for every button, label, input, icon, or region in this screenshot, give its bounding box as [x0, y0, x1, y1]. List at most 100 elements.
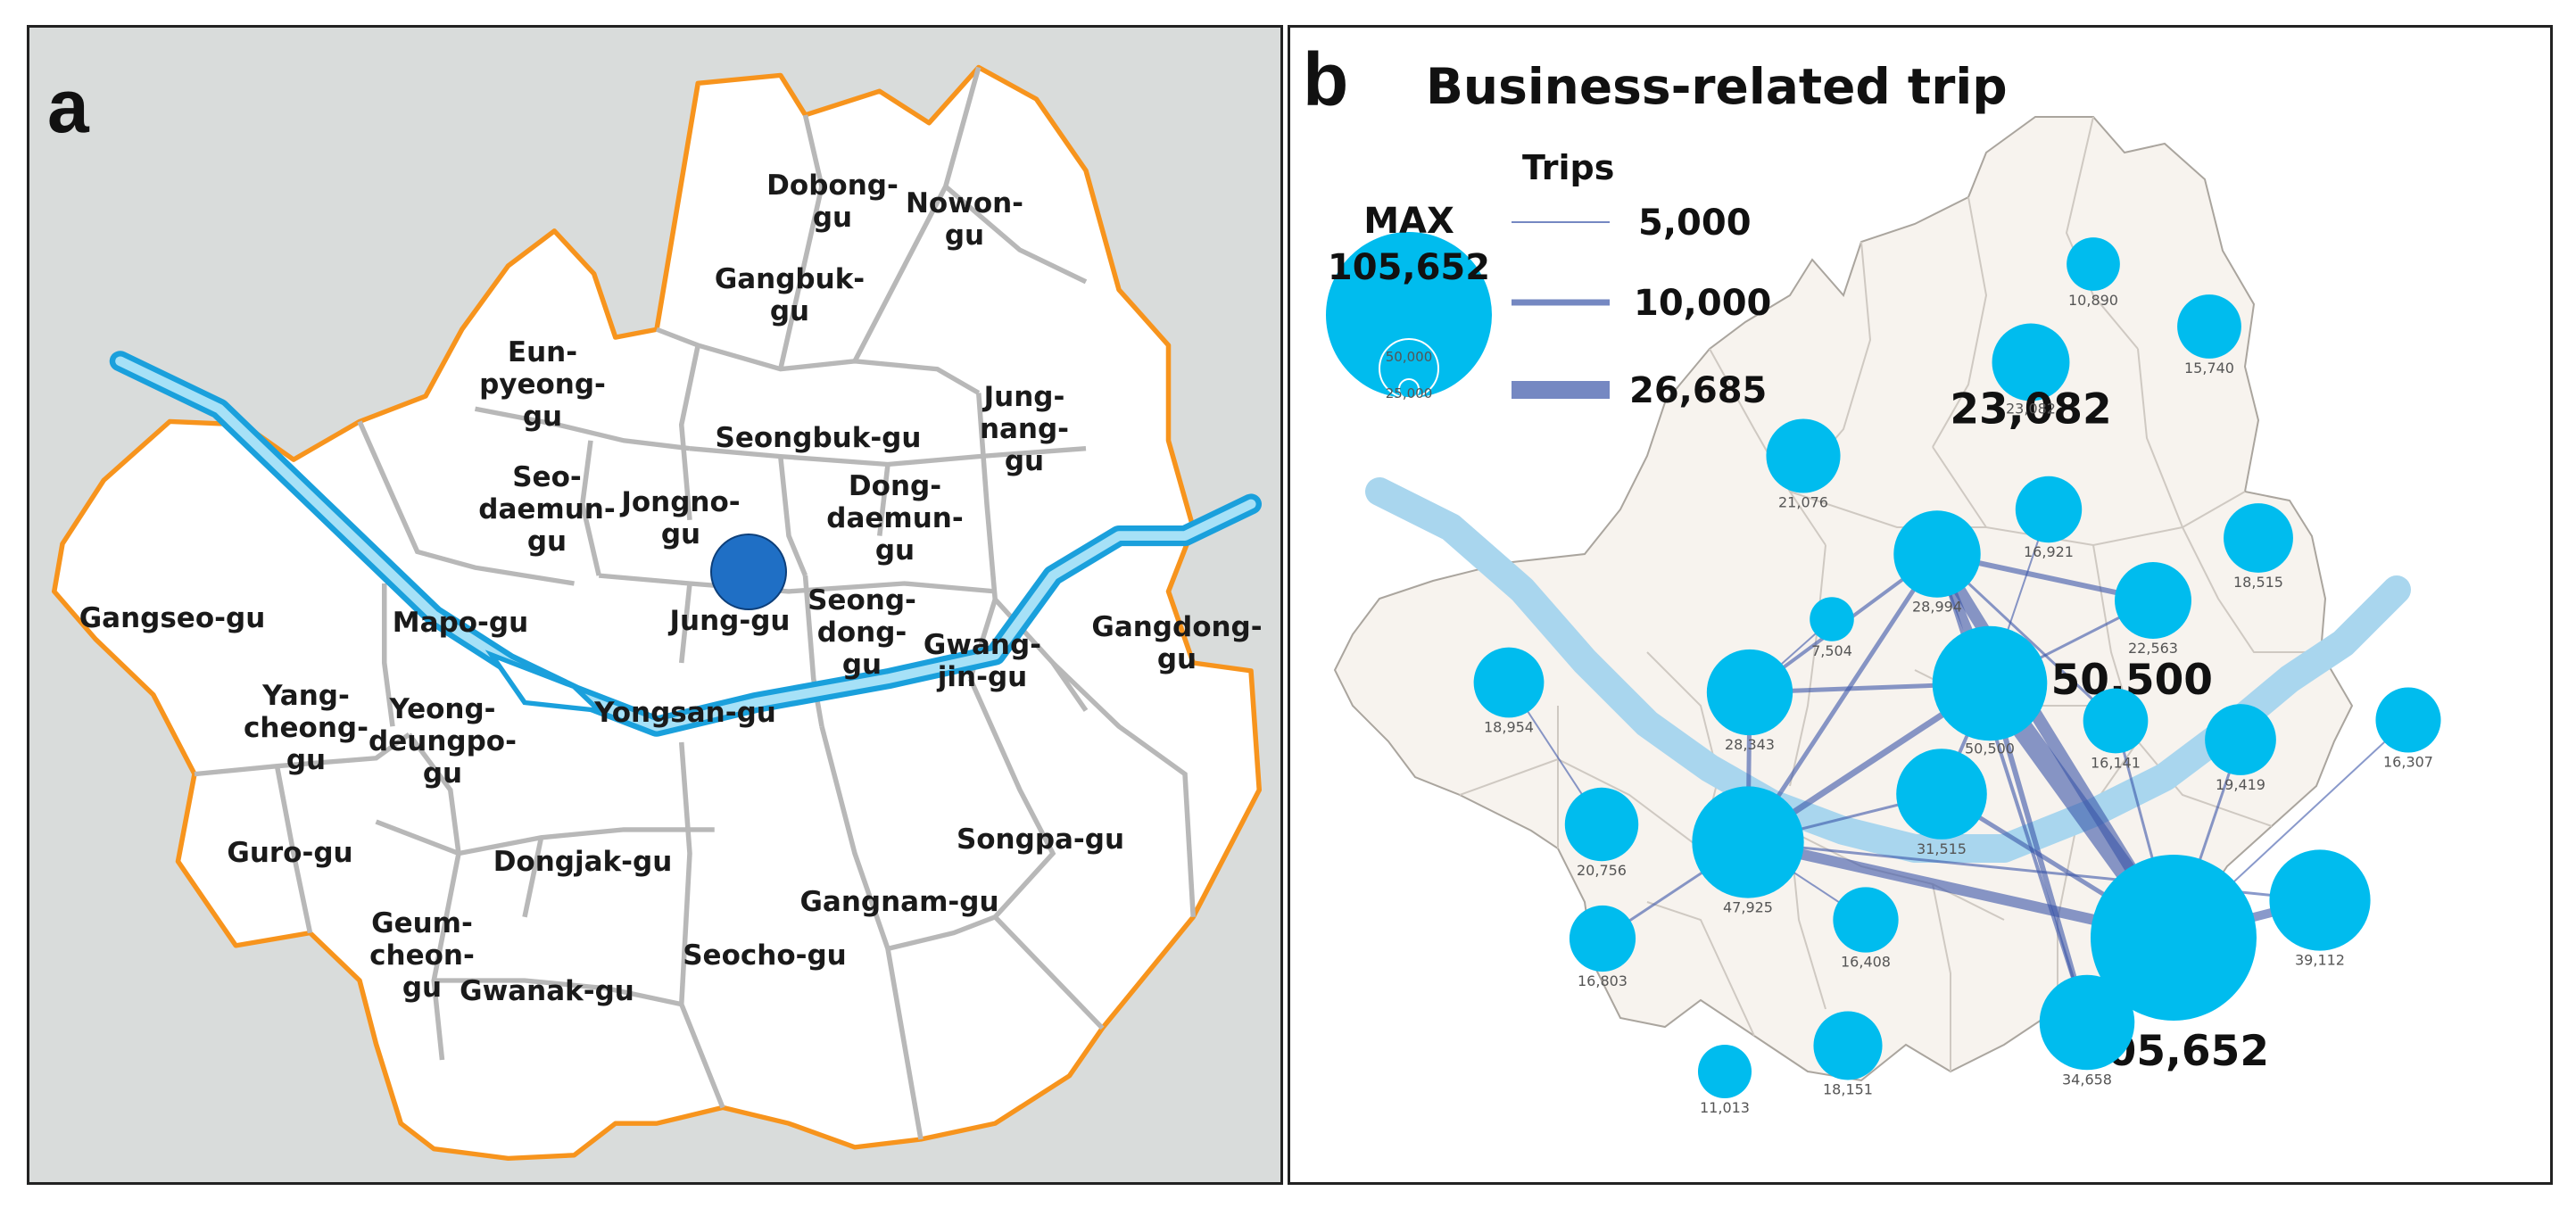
legend-circle-max: 105,652: [1328, 247, 1490, 288]
trip-node-label: 47,925: [1723, 899, 1773, 916]
district-label-eunpyeong-gu: Eun-pyeong-gu: [479, 336, 606, 433]
district-label-yangcheon-gu: Yang-cheong-gu: [244, 680, 369, 776]
trip-node-23082: [1992, 323, 2070, 401]
trip-node-16803: [1569, 905, 1636, 972]
trip-node-28343: [1706, 649, 1793, 736]
trip-node-21076: [1766, 418, 1841, 493]
b-han-river: [1365, 477, 2411, 863]
trip-node-16307: [2375, 687, 2441, 753]
trip-node-highlight-label: 23,082: [1950, 385, 2111, 434]
trip-node-label: 50,500: [1965, 740, 2015, 757]
district-label-gangseo-gu: Gangseo-gu: [79, 602, 266, 634]
trip-node-label: 28,994: [1912, 599, 1962, 616]
district-label-gwangjin-gu: Gwang-jin-gu: [924, 629, 1041, 693]
district-label-seodaemun-gu: Seo-daemun-gu: [478, 461, 615, 558]
trip-node-15740: [2177, 294, 2241, 359]
legend-value-10000: 10,000: [1634, 283, 1771, 324]
panel-a-district-map: Dobong-gu Nowon-gu Gangbuk-gu Eun-pyeong-gu…: [27, 25, 1283, 1185]
trip-nodes: 10,89015,74023,08223,08221,07616,92118,5…: [1473, 237, 2441, 1116]
trip-node-label: 15,740: [2184, 360, 2234, 376]
legend-value-26685: 26,685: [1629, 370, 1767, 411]
trip-node-16408: [1833, 887, 1899, 953]
district-label-seongbuk-gu: Seongbuk-gu: [716, 422, 922, 454]
legend-max-circle: [1326, 232, 1492, 398]
panel-b-trip-map: 10,890 15,740 23,082 23,082 21,076 16,921 18,5…: [1288, 25, 2553, 1185]
trip-node-28994: [1893, 510, 1981, 598]
trip-node-18954: [1473, 647, 1545, 718]
district-label-songpa-gu: Songpa-gu: [957, 823, 1124, 856]
trip-node-label: 20,756: [1577, 862, 1627, 879]
trip-node-16141: [2083, 688, 2149, 754]
district-label-yongsan-gu: Yongsan-gu: [593, 697, 776, 729]
panel-b-letter: b: [1303, 37, 1349, 121]
district-label-seocho-gu: Seocho-gu: [683, 939, 847, 972]
trip-node-7504: [1810, 597, 1854, 641]
district-label-geumcheon-gu: Geum-cheon-gu: [369, 907, 475, 1004]
trip-node-20756: [1564, 787, 1639, 862]
district-label-gangnam-gu: Gangnam-gu: [799, 886, 998, 918]
trip-flow-line: [1987, 683, 2090, 1023]
trip-node-label: 19,419: [2216, 776, 2265, 793]
trip-node-39112: [2269, 849, 2371, 951]
trip-node-47925: [1692, 786, 1804, 898]
seoul-city-boundary: [51, 64, 1263, 1162]
legend-circle-inner-2: 25,000: [1386, 385, 1433, 401]
trip-node-50500: [1932, 625, 2048, 741]
district-label-dobong-gu: Dobong-gu: [766, 170, 899, 234]
trip-node-label: 16,803: [1578, 972, 1628, 989]
trip-node-31515: [1896, 749, 1987, 840]
district-label-jongno-gu: Jongno-gu: [619, 486, 740, 550]
seoul-district-map: Dobong-gu Nowon-gu Gangbuk-gu Eun-pyeong-gu…: [51, 64, 1263, 1162]
trip-node-label: 21,076: [1778, 494, 1828, 511]
district-label-mapo-gu: Mapo-gu: [393, 607, 528, 639]
trip-node-label: 11,013: [1700, 1099, 1750, 1116]
trip-node-22563: [2115, 562, 2191, 639]
district-label-jungnang-gu: Jung-nang-gu: [980, 381, 1069, 477]
trip-node-label: 18,151: [1823, 1081, 1873, 1098]
trip-node-34658: [2039, 974, 2135, 1071]
trip-node-label: 7,504: [1811, 642, 1852, 659]
trip-flow-line: [1745, 552, 1940, 844]
trip-node-16921: [2015, 476, 2083, 543]
legend-circle-25000: [1398, 378, 1420, 400]
trip-node-label: 18,954: [1484, 718, 1534, 735]
legend-value-5000: 5,000: [1638, 203, 1752, 244]
trip-node-105652: [2091, 855, 2257, 1021]
legend-circle-title: MAX: [1363, 201, 1454, 242]
trip-node-label: 31,515: [1917, 840, 1967, 857]
panel-a-letter: a: [47, 64, 89, 148]
legend: MAX 105,652 50,000 25,000 Trips 5,000 10…: [1326, 148, 1771, 411]
trip-node-18151: [1813, 1011, 1883, 1080]
district-label-dongjak-gu: Dongjak-gu: [493, 846, 673, 878]
trip-node-label: 23,082: [2006, 400, 2056, 417]
trip-node-label: 10,890: [2068, 292, 2118, 309]
trip-node-19419: [2205, 704, 2276, 775]
district-label-gangbuk-gu: Gangbuk-gu: [715, 263, 865, 327]
trip-node-label: 16,141: [2091, 754, 2141, 771]
district-label-jung-gu: Jung-gu: [668, 605, 791, 637]
trip-flow-line: [1935, 553, 2089, 1023]
legend-circle-inner-1: 50,000: [1386, 349, 1433, 365]
district-label-dongdaemun-gu: Dong-daemun-gu: [826, 470, 963, 567]
district-label-yeongdeungpo-gu: Yeong-deungpo-gu: [369, 693, 517, 790]
trip-node-label: 16,307: [2383, 754, 2433, 771]
district-label-gangdong-gu: Gangdong-gu: [1091, 611, 1262, 675]
district-label-seongdong-gu: Seong-dong-gu: [808, 584, 916, 681]
district-label-guro-gu: Guro-gu: [227, 837, 352, 869]
panel-b-title: Business-related trip: [1426, 58, 2008, 115]
trip-node-label: 16,408: [1841, 954, 1891, 971]
trip-node-label: 22,563: [2128, 640, 2178, 657]
trip-node-label: 18,515: [2233, 574, 2283, 591]
trip-node-label: 34,658: [2062, 1071, 2112, 1088]
legend-trips-title: Trips: [1522, 148, 1614, 187]
trip-flow-map: 10,89015,74023,08223,08221,07616,92118,5…: [1326, 116, 2441, 1116]
jongno-gu-marker: [710, 534, 787, 610]
district-label-nowon-gu: Nowon-gu: [906, 187, 1023, 252]
trip-node-10890: [2067, 237, 2120, 291]
yeouido-island: [485, 650, 606, 714]
trip-node-label: 28,343: [1725, 736, 1775, 753]
trip-node-label: 16,921: [2024, 543, 2074, 560]
trip-node-label: 39,112: [2295, 952, 2345, 969]
district-label-gwanak-gu: Gwanak-gu: [460, 975, 634, 1007]
trip-node-18515: [2224, 503, 2293, 573]
